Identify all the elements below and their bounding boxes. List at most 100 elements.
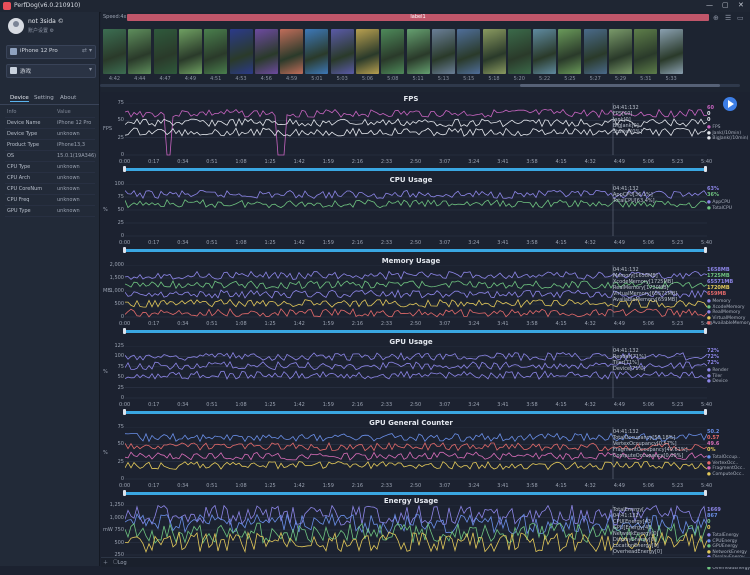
screenshot-thumbnail[interactable] (659, 29, 683, 74)
legend-item[interactable]: ● Memory (707, 299, 750, 305)
legend-item[interactable]: ● ComputeOcc.. (707, 472, 745, 478)
range-handle-left[interactable] (123, 490, 126, 496)
log-tab[interactable]: ▢ Log (113, 559, 127, 566)
x-tick-label: 1:59 (322, 240, 334, 246)
chart-plot[interactable] (125, 103, 707, 157)
legend-item[interactable]: ● GPUEnergy (707, 544, 750, 550)
tooltip-line: VirtualMemory[65571MB] (613, 291, 678, 297)
screenshot-thumbnail[interactable] (457, 29, 481, 74)
range-handle-right[interactable] (704, 409, 707, 415)
screenshot-thumbnail[interactable] (634, 29, 658, 74)
screenshot-thumbnail[interactable] (153, 29, 177, 74)
legend-item[interactable]: ● BigJank(/10min) (707, 136, 748, 142)
app-select[interactable]: 游戏 ▾ (6, 64, 96, 78)
chart-plot[interactable] (125, 184, 707, 238)
tab-about[interactable]: About (60, 95, 77, 101)
label-track[interactable]: label1 (127, 14, 709, 21)
screenshot-thumbnail[interactable] (482, 29, 506, 74)
screenshot-thumbnail[interactable] (204, 29, 228, 74)
settings-icon[interactable]: ☰ (725, 14, 732, 22)
range-handle-right[interactable] (704, 490, 707, 496)
label-marker[interactable]: label1 (410, 14, 426, 20)
chart-plot[interactable] (125, 265, 707, 319)
avatar[interactable] (8, 18, 24, 34)
legend-item[interactable]: ● XcodeMemory (707, 305, 750, 311)
legend-item[interactable]: ● Jank(/10min) (707, 131, 748, 137)
speed-label[interactable]: Speed:4x (103, 14, 127, 20)
legend-item[interactable]: ● Tiler (707, 374, 728, 380)
folder-icon[interactable]: ▭ (737, 14, 744, 22)
screenshot-thumbnail[interactable] (533, 29, 557, 74)
legend-item[interactable]: ● FragmentOcc.. (707, 466, 745, 472)
scrollbar-thumb[interactable] (520, 84, 720, 87)
range-slider[interactable] (123, 409, 707, 415)
screenshot-thumbnail[interactable] (178, 29, 202, 74)
x-tick-label: 2:16 (351, 483, 364, 489)
legend-item[interactable]: ● NetworkEnergy (707, 550, 750, 556)
screenshot-thumbnail[interactable] (583, 29, 607, 74)
tab-device[interactable]: Device (10, 95, 29, 102)
x-tick-label: 1:25 (264, 159, 276, 165)
range-slider[interactable] (123, 328, 707, 334)
play-button[interactable] (723, 97, 737, 111)
legend-dot-icon: ● (707, 549, 713, 555)
account-settings-link[interactable]: 账户设置 ⚙ (28, 28, 55, 34)
screenshot-thumbnail[interactable] (381, 29, 405, 74)
legend-dot-icon: ● (707, 466, 713, 471)
device-select[interactable]: iPhone 12 Pro ⇄ ▾ (6, 45, 96, 59)
legend-item[interactable]: ● CPUEnergy (707, 539, 750, 545)
range-handle-left[interactable] (123, 409, 126, 415)
screenshot-thumbnail[interactable] (280, 29, 304, 74)
add-icon[interactable]: ＋ (103, 560, 109, 566)
y-tick-label: 100 (114, 353, 124, 360)
chart-plot[interactable] (125, 505, 707, 557)
legend-item[interactable]: ● AvailableMemory (707, 321, 750, 327)
range-handle-left[interactable] (123, 328, 126, 334)
range-handle-left[interactable] (123, 247, 126, 253)
legend-item[interactable]: ● VirtualMemory (707, 316, 750, 322)
screenshot-thumbnail[interactable] (431, 29, 455, 74)
range-slider[interactable] (123, 247, 707, 253)
legend-item[interactable]: ● TotalCPU (707, 206, 732, 212)
range-slider[interactable] (123, 166, 707, 172)
screenshot-thumbnail[interactable] (507, 29, 531, 74)
range-slider[interactable] (123, 490, 707, 496)
screenshot-thumbnail[interactable] (406, 29, 430, 74)
thumbnail-time: 5:15 (463, 76, 475, 82)
legend-item[interactable]: ● Render (707, 368, 728, 374)
info-key: OS (7, 153, 15, 159)
maximize-button[interactable]: ▢ (722, 1, 729, 9)
range-handle-right[interactable] (704, 328, 707, 334)
screenshot-thumbnail[interactable] (330, 29, 354, 74)
x-tick-label: 1:42 (293, 240, 305, 246)
user-name[interactable]: not 3sida © (28, 18, 64, 25)
legend-item[interactable]: ● Device (707, 379, 728, 385)
timeline-scrollbar[interactable] (100, 84, 740, 87)
legend-item[interactable]: ● TotalOccup.. (707, 455, 745, 461)
screenshot-thumbnail[interactable] (558, 29, 582, 74)
range-handle-right[interactable] (704, 247, 707, 253)
screenshot-thumbnail[interactable] (229, 29, 253, 74)
minimize-button[interactable]: — (706, 1, 713, 9)
screenshot-thumbnail[interactable] (254, 29, 278, 74)
close-button[interactable]: ✕ (738, 1, 744, 9)
range-handle-right[interactable] (704, 166, 707, 172)
legend-item[interactable]: ● TotalEnergy (707, 533, 750, 539)
range-handle-left[interactable] (123, 166, 126, 172)
legend-item[interactable]: ● AppCPU (707, 200, 732, 206)
tooltip-line: 04:41:132 (613, 429, 639, 435)
chart-plot[interactable] (125, 346, 707, 400)
screenshot-thumbnail[interactable] (609, 29, 632, 74)
legend-item[interactable]: ● FPS (707, 125, 748, 131)
tab-setting[interactable]: Setting (34, 95, 54, 101)
legend-item[interactable]: ● VertexOcc.. (707, 461, 745, 467)
legend-item[interactable]: ● RealMemory (707, 310, 750, 316)
x-tick-label: 2:33 (380, 321, 393, 327)
screenshot-thumbnail[interactable] (356, 29, 379, 74)
screenshot-thumbnail[interactable] (103, 29, 126, 74)
screenshot-thumbnail[interactable] (128, 29, 152, 74)
add-label-icon[interactable]: ⊕ (713, 14, 719, 22)
screenshot-thumbnail[interactable] (305, 29, 329, 74)
sidebar-tabs: Device Setting About (0, 94, 99, 105)
chart-plot[interactable] (125, 427, 707, 481)
